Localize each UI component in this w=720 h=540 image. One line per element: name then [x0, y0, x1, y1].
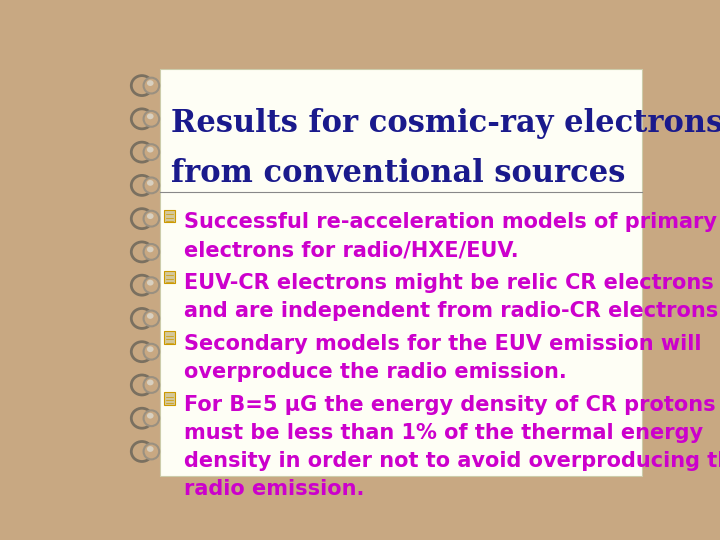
- Text: Results for cosmic-ray electrons: Results for cosmic-ray electrons: [171, 109, 720, 139]
- Ellipse shape: [147, 380, 153, 386]
- Text: For B=5 μG the energy density of CR protons: For B=5 μG the energy density of CR prot…: [184, 395, 716, 415]
- Ellipse shape: [147, 246, 153, 252]
- Ellipse shape: [143, 410, 159, 426]
- Text: electrons for radio/HXE/EUV.: electrons for radio/HXE/EUV.: [184, 241, 518, 261]
- FancyBboxPatch shape: [163, 392, 175, 404]
- FancyBboxPatch shape: [163, 210, 175, 222]
- Ellipse shape: [143, 244, 159, 260]
- Text: Successful re-acceleration models of primary: Successful re-acceleration models of pri…: [184, 212, 716, 232]
- Ellipse shape: [147, 213, 153, 219]
- Ellipse shape: [143, 78, 159, 93]
- Text: Secondary models for the EUV emission will: Secondary models for the EUV emission wi…: [184, 334, 701, 354]
- FancyBboxPatch shape: [163, 332, 175, 344]
- Ellipse shape: [143, 443, 159, 460]
- Text: radio emission.: radio emission.: [184, 480, 364, 500]
- Ellipse shape: [143, 277, 159, 293]
- Ellipse shape: [147, 446, 153, 452]
- Ellipse shape: [143, 377, 159, 393]
- Ellipse shape: [147, 147, 153, 152]
- Ellipse shape: [147, 413, 153, 418]
- Text: EUV-CR electrons might be relic CR electrons: EUV-CR electrons might be relic CR elect…: [184, 273, 714, 293]
- Ellipse shape: [147, 346, 153, 352]
- Text: from conventional sources: from conventional sources: [171, 158, 625, 190]
- Ellipse shape: [147, 280, 153, 286]
- Text: overproduce the radio emission.: overproduce the radio emission.: [184, 362, 567, 382]
- Ellipse shape: [143, 144, 159, 160]
- FancyBboxPatch shape: [160, 69, 642, 476]
- Ellipse shape: [143, 211, 159, 227]
- Text: density in order not to avoid overproducing the: density in order not to avoid overproduc…: [184, 451, 720, 471]
- Ellipse shape: [143, 310, 159, 326]
- Ellipse shape: [147, 313, 153, 319]
- Ellipse shape: [143, 178, 159, 193]
- Ellipse shape: [143, 111, 159, 127]
- Text: must be less than 1% of the thermal energy: must be less than 1% of the thermal ener…: [184, 423, 703, 443]
- Ellipse shape: [147, 80, 153, 86]
- Text: and are independent from radio-CR electrons.: and are independent from radio-CR electr…: [184, 301, 720, 321]
- Ellipse shape: [147, 113, 153, 119]
- Ellipse shape: [143, 344, 159, 360]
- FancyBboxPatch shape: [163, 271, 175, 283]
- Ellipse shape: [147, 180, 153, 186]
